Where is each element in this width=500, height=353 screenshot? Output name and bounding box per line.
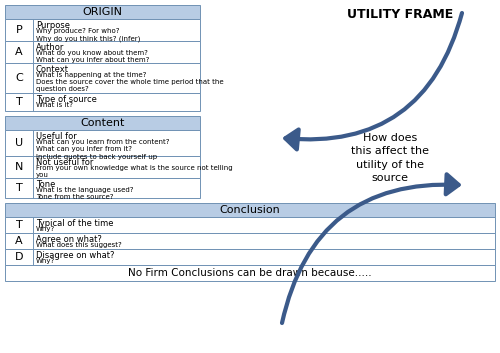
Text: T: T — [16, 97, 22, 107]
Text: Type of source: Type of source — [36, 95, 97, 104]
Text: Useful for: Useful for — [36, 132, 77, 141]
Text: Why?: Why? — [36, 258, 55, 264]
Text: Disagree on what?: Disagree on what? — [36, 251, 115, 260]
Bar — [5, 178, 200, 198]
Bar — [5, 63, 200, 93]
Bar — [5, 249, 495, 265]
Text: P: P — [16, 25, 22, 35]
Text: Content: Content — [80, 118, 124, 128]
Text: UTILITY FRAME: UTILITY FRAME — [347, 8, 453, 21]
Bar — [5, 156, 200, 178]
Text: Not useful for: Not useful for — [36, 158, 94, 167]
Text: Why?: Why? — [36, 226, 55, 232]
Text: Purpose: Purpose — [36, 21, 70, 30]
Bar — [5, 19, 200, 41]
Text: N: N — [15, 162, 23, 172]
Text: Author: Author — [36, 43, 64, 52]
Text: T: T — [16, 220, 22, 230]
Text: From your own knowledge what is the source not telling
you: From your own knowledge what is the sour… — [36, 165, 232, 178]
Text: U: U — [15, 138, 23, 148]
Text: D: D — [15, 252, 23, 262]
Bar — [5, 116, 200, 130]
Bar — [5, 130, 200, 156]
Bar — [5, 265, 495, 281]
Text: What is it?: What is it? — [36, 102, 73, 108]
Text: T: T — [16, 183, 22, 193]
Bar — [5, 41, 200, 63]
Text: What does this suggest?: What does this suggest? — [36, 242, 122, 248]
Bar — [5, 5, 200, 19]
Text: A: A — [15, 47, 23, 57]
Text: ORIGIN: ORIGIN — [82, 7, 122, 17]
Bar — [5, 217, 495, 233]
Text: A: A — [15, 236, 23, 246]
Bar — [5, 93, 200, 111]
Text: Agree on what?: Agree on what? — [36, 235, 102, 244]
Text: C: C — [15, 73, 23, 83]
Text: What can you learn from the content?
What can you infer from it?
Include quotes : What can you learn from the content? Wha… — [36, 139, 170, 160]
Text: Typical of the time: Typical of the time — [36, 219, 114, 228]
Text: What do you know about them?
What can you infer about them?: What do you know about them? What can yo… — [36, 50, 150, 63]
Text: What is happening at the time?
Does the source cover the whole time period that : What is happening at the time? Does the … — [36, 72, 224, 92]
Text: Conclusion: Conclusion — [220, 205, 280, 215]
Text: How does
this affect the
utility of the
source: How does this affect the utility of the … — [351, 133, 429, 183]
Bar — [5, 203, 495, 217]
Text: Context: Context — [36, 65, 69, 74]
Text: Why produce? For who?
Why do you think this? (infer): Why produce? For who? Why do you think t… — [36, 28, 140, 42]
Text: What is the language used?
Tone from the source?: What is the language used? Tone from the… — [36, 187, 134, 200]
Bar — [5, 233, 495, 249]
Text: Tone: Tone — [36, 180, 56, 189]
Text: No Firm Conclusions can be drawn because.....: No Firm Conclusions can be drawn because… — [128, 268, 372, 278]
